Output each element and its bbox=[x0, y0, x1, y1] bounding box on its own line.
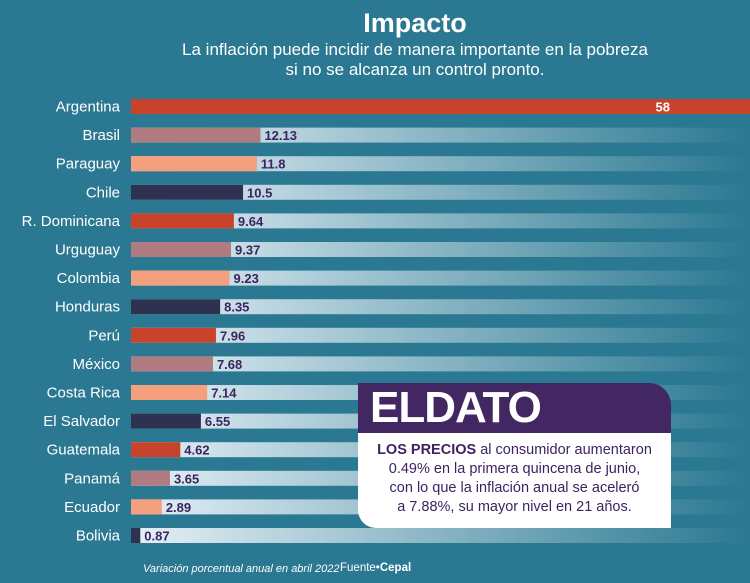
category-label: Argentina bbox=[56, 99, 121, 116]
category-label: Ecuador bbox=[64, 499, 120, 516]
category-label: Panamá bbox=[64, 470, 121, 487]
bar-panam- bbox=[131, 470, 170, 486]
source-name: Cepal bbox=[379, 562, 412, 574]
bar-chile bbox=[131, 184, 244, 200]
el-dato-callout: ELDATO LOS PRECIOS al consumidor aumenta… bbox=[358, 383, 671, 528]
value-label: 58 bbox=[656, 100, 670, 115]
callout-line1: LOS PRECIOS al consumidor aumentaron bbox=[358, 441, 671, 460]
bar-track bbox=[131, 127, 750, 143]
value-label: 7.96 bbox=[220, 328, 245, 343]
callout-text-line4: a 7.88%, su mayor nivel en 21 años. bbox=[397, 499, 632, 515]
value-label: 10.5 bbox=[247, 185, 272, 200]
bar-ecuador bbox=[131, 499, 162, 515]
value-label: 7.68 bbox=[217, 357, 242, 372]
callout-text-line2: 0.49% en la primera quincena de junio, bbox=[388, 461, 641, 477]
bar-per- bbox=[131, 327, 216, 343]
callout-text-line3: con lo que la inflación anual se aceleró bbox=[389, 480, 640, 496]
category-label: Brasil bbox=[82, 127, 120, 144]
bar-track bbox=[131, 356, 750, 372]
bar-track bbox=[131, 299, 750, 315]
bar-m-xico bbox=[131, 356, 213, 372]
category-label: El Salvador bbox=[43, 413, 120, 430]
category-label: Urguguay bbox=[55, 242, 121, 259]
source-label: Fuente• bbox=[340, 562, 380, 574]
bar-track bbox=[131, 270, 750, 286]
callout-lead: LOS PRECIOS bbox=[377, 442, 477, 458]
value-label: 12.13 bbox=[264, 128, 297, 143]
bar-guatemala bbox=[131, 442, 181, 458]
bar-r-dominicana bbox=[131, 213, 234, 229]
value-label: 4.62 bbox=[184, 443, 209, 458]
value-label: 0.87 bbox=[144, 529, 169, 544]
bar-track bbox=[131, 156, 750, 172]
bar-el-salvador bbox=[131, 413, 201, 429]
category-label: Bolivia bbox=[76, 528, 121, 545]
value-label: 9.23 bbox=[234, 271, 259, 286]
bar-track bbox=[131, 327, 750, 343]
value-label: 3.65 bbox=[174, 471, 199, 486]
category-label: Perú bbox=[88, 327, 120, 344]
category-label: México bbox=[72, 356, 120, 373]
bar-bolivia bbox=[131, 528, 141, 543]
bar-track bbox=[131, 242, 750, 257]
bar-costa-rica bbox=[131, 385, 208, 400]
bar-colombia bbox=[131, 270, 230, 286]
callout-body: LOS PRECIOS al consumidor aumentaron 0.4… bbox=[358, 433, 671, 528]
callout-title: ELDATO bbox=[370, 383, 542, 432]
category-label: Paraguay bbox=[56, 156, 121, 173]
footer-note: Variación porcentual anual en abril 2022 bbox=[143, 563, 340, 575]
chart-subtitle-line2: si no se alcanza un control pronto. bbox=[285, 60, 545, 79]
value-label: 9.37 bbox=[235, 243, 260, 258]
chart-title: Impacto bbox=[363, 8, 467, 38]
bar-track bbox=[131, 184, 750, 200]
value-label: 7.14 bbox=[211, 386, 237, 401]
value-label: 6.55 bbox=[205, 414, 230, 429]
chart-subtitle-line1: La inflación puede incidir de manera imp… bbox=[182, 40, 648, 59]
category-label: Chile bbox=[86, 184, 120, 201]
bar-paraguay bbox=[131, 156, 257, 172]
value-label: 2.89 bbox=[166, 500, 191, 515]
bar-track bbox=[131, 528, 750, 543]
category-label: Honduras bbox=[55, 299, 120, 316]
value-label: 9.64 bbox=[238, 214, 264, 229]
value-label: 11.8 bbox=[261, 157, 286, 172]
category-label: Costa Rica bbox=[47, 385, 121, 402]
source-credit: Fuente•Cepal bbox=[340, 562, 411, 574]
callout-header: ELDATO bbox=[358, 383, 671, 433]
value-label: 8.35 bbox=[224, 300, 249, 315]
bar-track bbox=[131, 213, 750, 229]
category-label: Guatemala bbox=[47, 442, 121, 459]
callout-text-line1: al consumidor aumentaron bbox=[476, 442, 652, 458]
category-label: Colombia bbox=[57, 270, 121, 287]
bar-brasil bbox=[131, 127, 261, 143]
category-label: R. Dominicana bbox=[22, 213, 121, 230]
bar-argentina bbox=[131, 99, 750, 114]
bar-urguguay bbox=[131, 242, 232, 257]
bar-honduras bbox=[131, 299, 221, 315]
